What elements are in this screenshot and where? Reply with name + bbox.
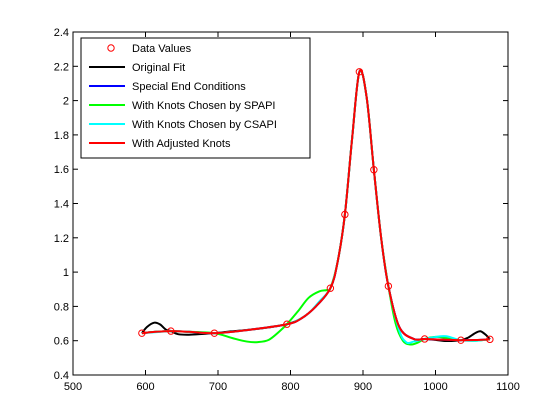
y-tick-label: 2.2 bbox=[54, 61, 69, 73]
data-point bbox=[138, 329, 146, 337]
legend-entry-label: With Knots Chosen by SPAPI bbox=[132, 100, 275, 112]
y-tick-label: 1.6 bbox=[54, 164, 69, 176]
x-axis-ticks: 500 600 700 800 900 1000 1100 bbox=[64, 32, 520, 393]
legend-entry-label: Original Fit bbox=[132, 62, 185, 74]
x-tick-label: 700 bbox=[209, 381, 227, 393]
data-point bbox=[341, 210, 349, 219]
y-tick-label: 1 bbox=[63, 267, 69, 279]
legend-swatch-marker bbox=[107, 44, 115, 52]
legend: Data Values Original Fit Special End Condi… bbox=[80, 37, 311, 159]
x-tick-label: 800 bbox=[281, 381, 299, 393]
legend-entry-label: With Knots Chosen by CSAPI bbox=[132, 119, 277, 131]
data-point bbox=[420, 335, 429, 343]
legend-box bbox=[80, 37, 311, 159]
y-tick-label: 2 bbox=[63, 96, 69, 108]
series-layer bbox=[138, 68, 494, 346]
x-tick-label: 1100 bbox=[496, 381, 520, 393]
x-tick-label: 600 bbox=[136, 381, 154, 393]
x-tick-label: 500 bbox=[64, 381, 82, 393]
data-point bbox=[457, 336, 465, 344]
data-point bbox=[326, 284, 335, 292]
data-point bbox=[210, 329, 219, 337]
y-axis-ticks: 0.4 0.6 0.8 1 1.2 1.4 1.6 1.8 2 2.2 2.4 bbox=[54, 27, 508, 382]
data-point bbox=[283, 320, 291, 328]
y-tick-label: 0.4 bbox=[54, 370, 69, 382]
data-point bbox=[384, 282, 393, 290]
y-tick-label: 1.4 bbox=[54, 199, 69, 211]
x-tick-label: 900 bbox=[354, 381, 372, 393]
data-point bbox=[370, 166, 378, 174]
data-point bbox=[486, 335, 494, 344]
y-tick-label: 0.6 bbox=[54, 336, 69, 348]
data-point bbox=[167, 327, 175, 335]
x-tick-label: 1000 bbox=[423, 381, 447, 393]
legend-entry-label: With Adjusted Knots bbox=[132, 138, 231, 150]
y-tick-label: 2.4 bbox=[54, 27, 69, 39]
y-tick-label: 1.8 bbox=[54, 130, 69, 142]
series-line-5 bbox=[141, 69, 490, 342]
legend-entry-label: Special End Conditions bbox=[132, 81, 246, 93]
data-point bbox=[355, 68, 364, 76]
y-tick-label: 0.8 bbox=[54, 301, 69, 313]
legend-entry-label: Data Values bbox=[132, 43, 192, 55]
y-tick-label: 1.2 bbox=[54, 233, 69, 245]
